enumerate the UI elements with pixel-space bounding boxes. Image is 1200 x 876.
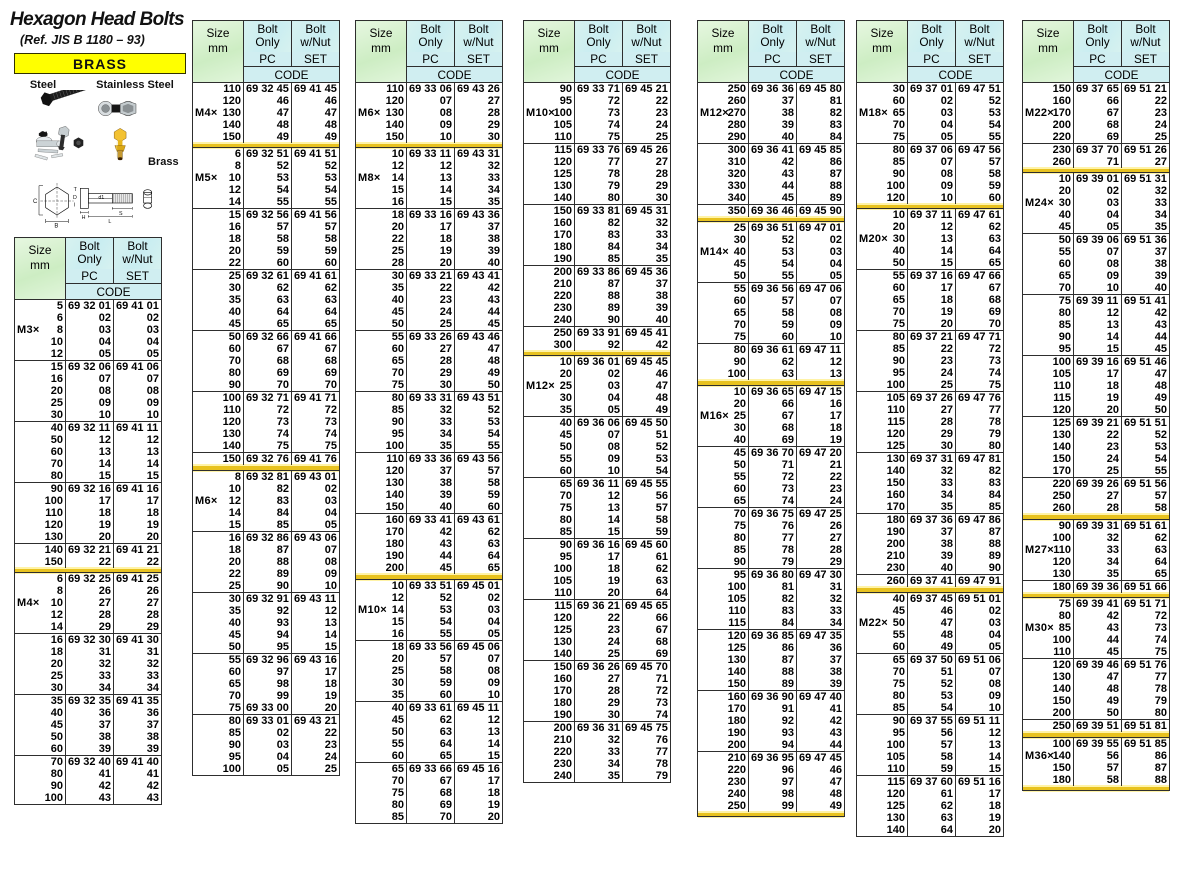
svg-text:T: T (74, 187, 78, 193)
svg-text:d1: d1 (98, 195, 104, 201)
svg-text:D: D (73, 195, 77, 201)
svg-text:B: B (54, 224, 58, 230)
svg-text:C: C (33, 199, 38, 205)
svg-text:H: H (82, 215, 86, 221)
svg-text:S: S (119, 211, 123, 217)
svg-text:I: I (74, 202, 75, 208)
svg-text:L: L (108, 219, 111, 225)
